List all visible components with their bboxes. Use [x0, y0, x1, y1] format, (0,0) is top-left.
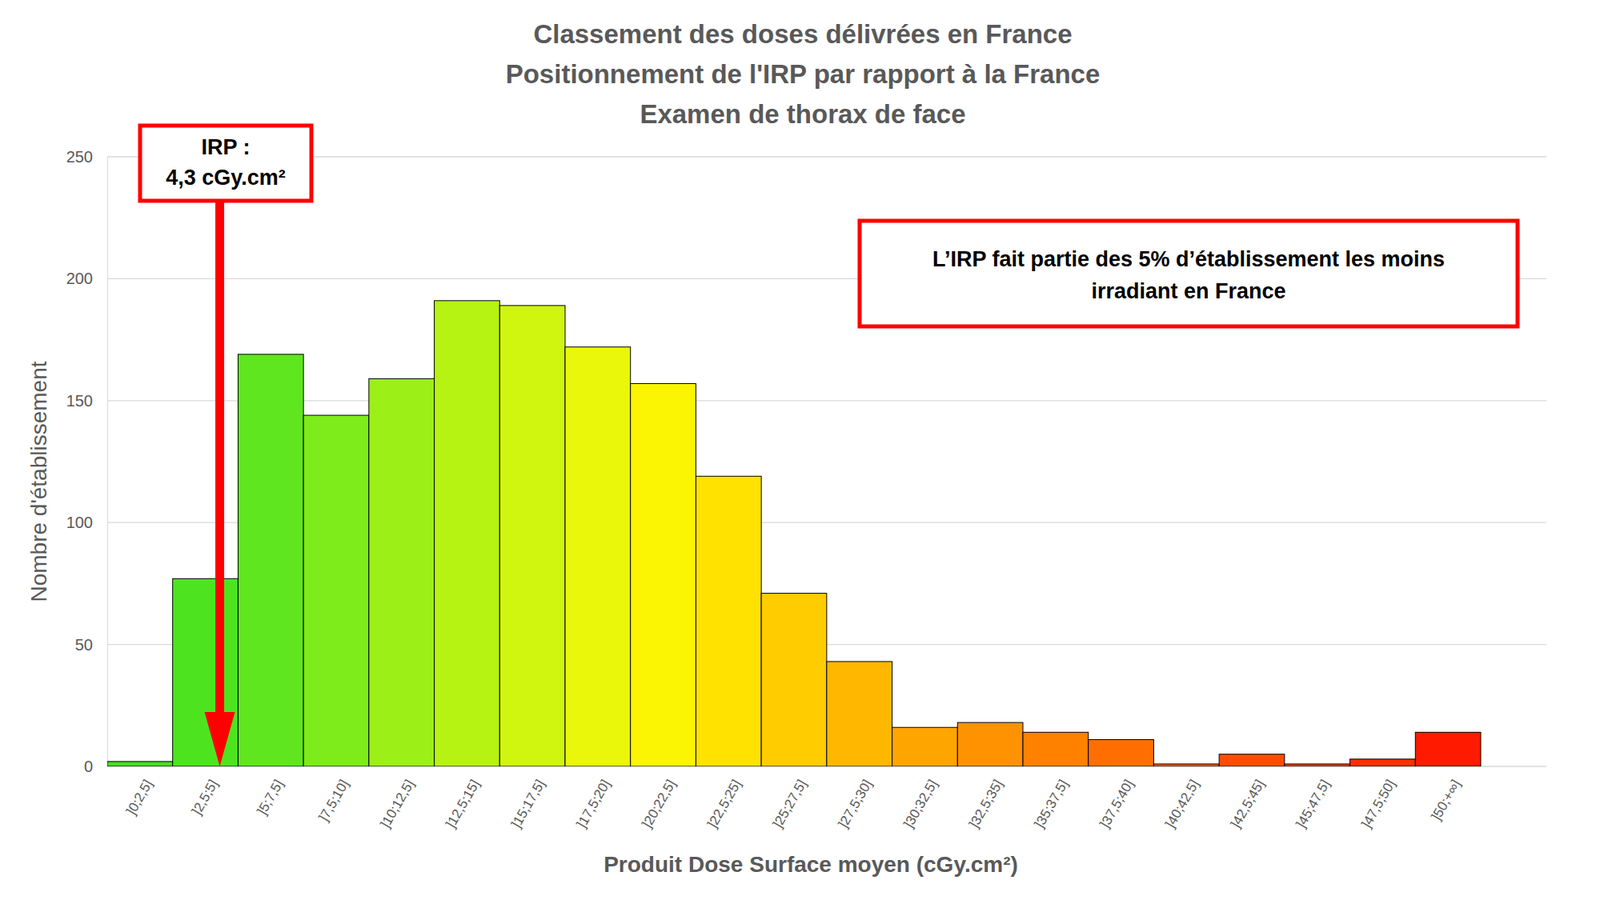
tick-label: 100: [66, 513, 93, 532]
tick-label: ]32,5;35]: [966, 777, 1007, 831]
bar: [630, 383, 697, 767]
bar: [368, 378, 435, 767]
tick-label: ]47,5;50]: [1358, 777, 1399, 831]
tick: ]47,5;50]: [1358, 766, 1399, 831]
tick: ]12,5;15]: [442, 766, 483, 831]
tick-label: ]10;12,5]: [377, 777, 418, 831]
tick: ]17,5;20]: [573, 766, 614, 831]
tick-label: ]40;42,5]: [1162, 777, 1203, 831]
tick-label: 0: [84, 757, 93, 776]
tick-label: ]12,5;15]: [442, 777, 483, 831]
y-axis: 0 50 100 150 200 250: [66, 148, 109, 776]
bar: [826, 661, 893, 767]
tick-label: 50: [75, 636, 93, 654]
tick-label: ]15;17,5]: [508, 777, 549, 831]
grid: [107, 156, 1547, 767]
tick: ]40;42,5]: [1162, 766, 1203, 831]
tick-label: ]42,5;45]: [1227, 777, 1268, 831]
tick-label: 150: [66, 392, 93, 410]
tick-label: ]5;7,5]: [254, 777, 287, 818]
tick: ]42,5;45]: [1227, 766, 1268, 831]
tick-label: ]2,5;5]: [188, 777, 221, 818]
axis-line: [107, 157, 109, 768]
bar: [1284, 764, 1351, 767]
tick-label: ]45;47,5]: [1293, 777, 1334, 831]
annotation: L’IRP fait partie des 5% d’établissement…: [932, 247, 1445, 272]
grid-line: [107, 400, 1547, 402]
chart: Classement des doses délivrées en France…: [0, 0, 1600, 900]
bars: [107, 300, 1481, 767]
tick: ]35;37,5]: [1031, 766, 1072, 831]
tick-label: ]7,5;10]: [316, 777, 353, 825]
tick-label: ]22,5;25]: [704, 777, 745, 831]
tick: ]22,5;25]: [704, 766, 745, 831]
tick-label: ]50;+∞]: [1428, 777, 1464, 823]
bar: [1219, 754, 1285, 767]
annotation: IRP :: [200, 135, 250, 160]
tick: ]15;17,5]: [508, 766, 549, 831]
tick-label: 250: [66, 148, 93, 166]
tick: ]30;32,5]: [900, 766, 941, 831]
tick: 0: [84, 757, 108, 776]
arrow-shaft: [215, 201, 225, 725]
tick-label: ]35;37,5]: [1031, 777, 1072, 831]
tick: ]7,5;10]: [316, 766, 353, 825]
grid-line: [107, 156, 1547, 157]
tick: 50: [75, 636, 108, 654]
tick: ]10;12,5]: [377, 766, 418, 831]
tick: ]37,5;40]: [1097, 766, 1138, 831]
x-axis-title: Produit Dose Surface moyen (cGy.cm²): [603, 852, 1019, 878]
annotation-box: [859, 220, 1518, 327]
tick-label: ]30;32,5]: [900, 777, 941, 831]
title: Classement des doses délivrées en France: [533, 19, 1072, 49]
bar: [1088, 739, 1155, 767]
bar: [172, 578, 239, 767]
tick: ]45;47,5]: [1293, 766, 1334, 831]
arrow-head: [204, 712, 236, 767]
bar: [434, 300, 501, 767]
bar: [1153, 764, 1220, 767]
tick: ]27,5;30]: [835, 766, 876, 831]
title: Positionnement de l'IRP par rapport à la…: [505, 59, 1101, 89]
bar: [957, 722, 1023, 767]
bar: [237, 354, 304, 767]
tick: 250: [66, 148, 108, 166]
bar: [892, 727, 959, 767]
tick: ]32,5;35]: [966, 766, 1007, 831]
annotation-box: [140, 125, 312, 201]
axis-line: [108, 766, 1482, 768]
tick-label: ]17,5;20]: [573, 777, 614, 831]
bar: [499, 305, 566, 767]
tick-label: ]0;2,5]: [123, 777, 156, 818]
tick-label: ]37,5;40]: [1097, 777, 1138, 831]
tick-label: ]25;27,5]: [769, 777, 811, 831]
bar: [761, 593, 827, 767]
tick: 200: [66, 269, 108, 288]
x-axis: ]0;2,5] ]2,5;5] ]5;7,5] ]7,5;10] ]10;12,5] ]1…: [108, 766, 1482, 831]
bar: [1415, 732, 1481, 767]
y-axis-title: Nombre d'établissement: [26, 360, 52, 602]
bar: [695, 476, 762, 767]
tick-label: ]20;22,5]: [639, 777, 680, 831]
bar: [107, 761, 173, 767]
tick-label: ]27,5;30]: [835, 777, 876, 831]
bar: [1022, 732, 1089, 767]
tick: 100: [66, 513, 108, 532]
tick: ]5;7,5]: [254, 766, 287, 819]
tick: ]0;2,5]: [123, 766, 156, 819]
annotation: irradiant en France: [1090, 279, 1286, 304]
bar: [565, 347, 631, 767]
tick-label: 200: [66, 269, 93, 288]
bar: [303, 415, 369, 767]
tick: ]20;22,5]: [639, 766, 680, 831]
tick: ]2,5;5]: [188, 766, 221, 819]
tick: 150: [66, 392, 108, 410]
tick: ]25;27,5]: [769, 766, 811, 831]
bar: [1350, 759, 1416, 767]
title: Examen de thorax de face: [639, 99, 966, 129]
annotation: 4,3 cGy.cm²: [165, 165, 286, 190]
tick: ]50;+∞]: [1428, 766, 1464, 824]
